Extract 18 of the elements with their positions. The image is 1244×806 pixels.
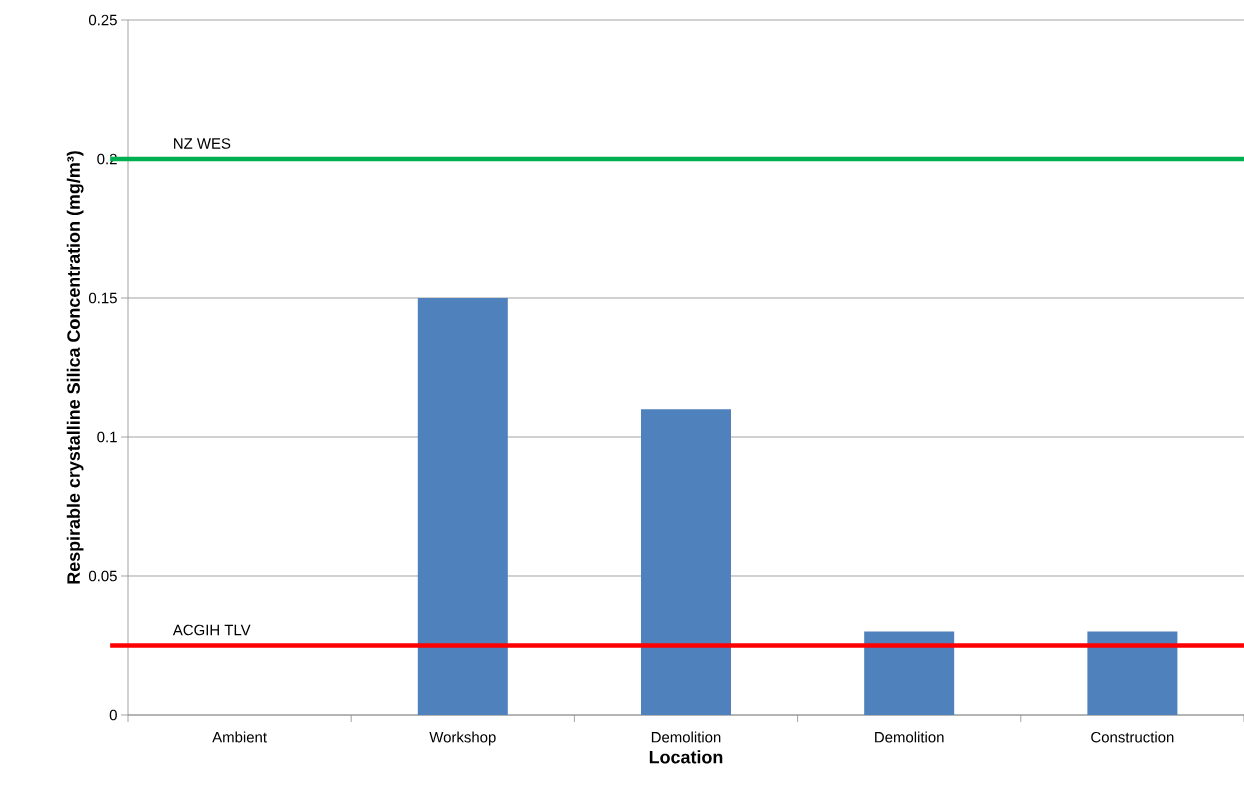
x-axis-title: Location: [649, 750, 723, 764]
x-tick-label: Workshop: [429, 731, 496, 746]
bar: [417, 298, 508, 715]
x-tick-label: Demolition: [875, 731, 944, 743]
x-tick-label: Demolition: [651, 731, 721, 743]
ref-line-label: ACGIH TLV: [172, 624, 251, 636]
y-tick-label: 0.15: [88, 292, 117, 304]
ref-line-label: NZ WES: [174, 138, 231, 149]
y-axis-title: Respirable crystalline Silica Concentration (mg/m³): [66, 151, 84, 584]
y-tick-label: 0: [109, 709, 117, 721]
y-tick-label: 0.1: [97, 431, 117, 443]
y-tick-label: 0.25: [88, 14, 117, 26]
bar: [640, 409, 731, 715]
x-tick-label: Construction: [1091, 731, 1174, 743]
y-tick-label: 0.05: [88, 570, 117, 582]
bar: [864, 631, 955, 715]
x-tick-label: Ambient: [212, 731, 267, 743]
bar: [1087, 631, 1178, 715]
